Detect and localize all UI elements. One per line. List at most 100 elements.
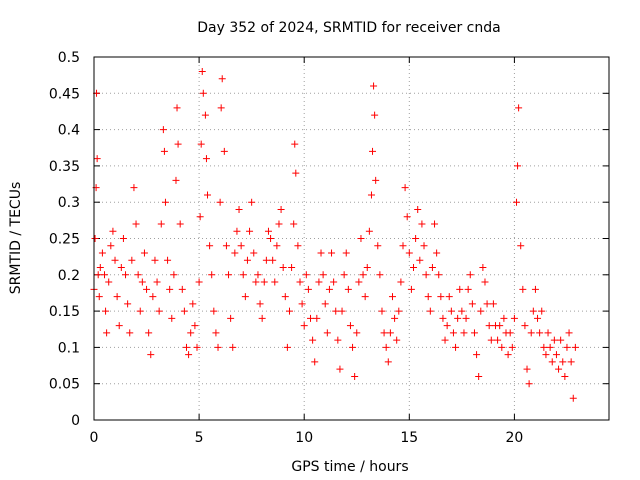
data-point bbox=[191, 322, 199, 330]
data-point bbox=[93, 155, 101, 163]
data-point bbox=[515, 104, 523, 112]
data-point bbox=[170, 271, 178, 279]
data-point bbox=[281, 293, 289, 301]
data-point bbox=[285, 307, 293, 315]
data-point bbox=[330, 278, 338, 286]
data-point bbox=[279, 264, 287, 272]
data-point bbox=[443, 322, 451, 330]
data-point bbox=[300, 322, 308, 330]
data-point bbox=[277, 205, 285, 213]
data-point bbox=[227, 314, 235, 322]
data-point bbox=[473, 351, 481, 359]
data-point bbox=[246, 227, 254, 235]
data-point bbox=[481, 278, 489, 286]
plot-frame bbox=[93, 56, 610, 421]
y-tick-label: 0.3 bbox=[58, 195, 80, 211]
data-point bbox=[458, 307, 466, 315]
data-point bbox=[351, 372, 359, 380]
data-point bbox=[412, 235, 420, 242]
y-axis-label: SRMTID / TECUs bbox=[8, 182, 24, 295]
data-point bbox=[229, 343, 237, 351]
data-point bbox=[102, 307, 110, 315]
data-point bbox=[550, 336, 558, 344]
data-point bbox=[399, 242, 407, 250]
data-point bbox=[342, 249, 350, 257]
data-point bbox=[376, 271, 384, 279]
data-point bbox=[483, 300, 491, 308]
data-point bbox=[355, 278, 363, 286]
data-point bbox=[164, 256, 172, 264]
data-point bbox=[321, 300, 329, 308]
data-point bbox=[325, 285, 333, 293]
data-point bbox=[540, 343, 548, 351]
data-point bbox=[273, 242, 281, 250]
data-point bbox=[439, 314, 447, 322]
y-tick-label: 0.25 bbox=[49, 232, 80, 248]
data-point bbox=[565, 329, 573, 337]
data-point bbox=[369, 147, 377, 155]
data-point bbox=[521, 322, 529, 330]
data-point bbox=[206, 242, 214, 250]
data-point bbox=[130, 184, 138, 192]
chart-title: Day 352 of 2024, SRMTID for receiver cnd… bbox=[197, 20, 500, 36]
data-point bbox=[508, 343, 516, 351]
data-point bbox=[456, 285, 464, 293]
data-point bbox=[466, 271, 474, 279]
data-point bbox=[111, 256, 119, 264]
data-point bbox=[225, 271, 233, 279]
data-point bbox=[567, 358, 575, 366]
data-point bbox=[309, 336, 317, 344]
data-point bbox=[296, 278, 304, 286]
data-point bbox=[96, 264, 104, 272]
data-point bbox=[304, 285, 312, 293]
y-tick-label: 0.35 bbox=[49, 159, 80, 175]
data-point bbox=[216, 198, 224, 206]
data-point bbox=[126, 329, 134, 337]
data-point bbox=[233, 227, 241, 235]
data-point bbox=[199, 89, 207, 97]
data-point bbox=[479, 264, 487, 272]
data-point bbox=[371, 111, 379, 119]
x-tick-label: 0 bbox=[90, 430, 99, 446]
data-point bbox=[119, 235, 127, 242]
data-point bbox=[208, 271, 216, 279]
data-point bbox=[298, 300, 306, 308]
data-point bbox=[122, 271, 130, 279]
data-point bbox=[487, 336, 495, 344]
y-tick-label: 0.1 bbox=[58, 340, 80, 356]
data-point bbox=[197, 140, 205, 148]
data-point bbox=[388, 293, 396, 301]
data-point bbox=[447, 307, 455, 315]
data-points bbox=[90, 68, 579, 402]
data-point bbox=[172, 176, 180, 184]
data-point bbox=[319, 271, 327, 279]
data-point bbox=[353, 329, 361, 337]
y-tick-label: 0.05 bbox=[49, 377, 80, 393]
data-point bbox=[433, 249, 441, 257]
data-point bbox=[397, 278, 405, 286]
data-point bbox=[393, 336, 401, 344]
grid bbox=[94, 57, 609, 420]
data-point bbox=[517, 242, 525, 250]
data-point bbox=[510, 314, 518, 322]
data-point bbox=[153, 278, 161, 286]
data-point bbox=[262, 256, 270, 264]
data-point bbox=[168, 314, 176, 322]
data-point bbox=[95, 293, 103, 301]
data-point bbox=[174, 140, 182, 148]
data-point bbox=[477, 307, 485, 315]
data-point bbox=[204, 191, 212, 199]
data-point bbox=[217, 104, 225, 112]
data-point bbox=[161, 198, 169, 206]
data-point bbox=[523, 365, 531, 373]
y-tick-label: 0.4 bbox=[58, 123, 80, 139]
data-point bbox=[544, 329, 552, 337]
data-point bbox=[311, 358, 319, 366]
data-point bbox=[378, 307, 386, 315]
data-point bbox=[159, 126, 167, 134]
data-point bbox=[182, 343, 190, 351]
data-point bbox=[410, 264, 418, 272]
data-point bbox=[386, 329, 394, 337]
data-point bbox=[315, 278, 323, 286]
data-point bbox=[220, 147, 228, 155]
